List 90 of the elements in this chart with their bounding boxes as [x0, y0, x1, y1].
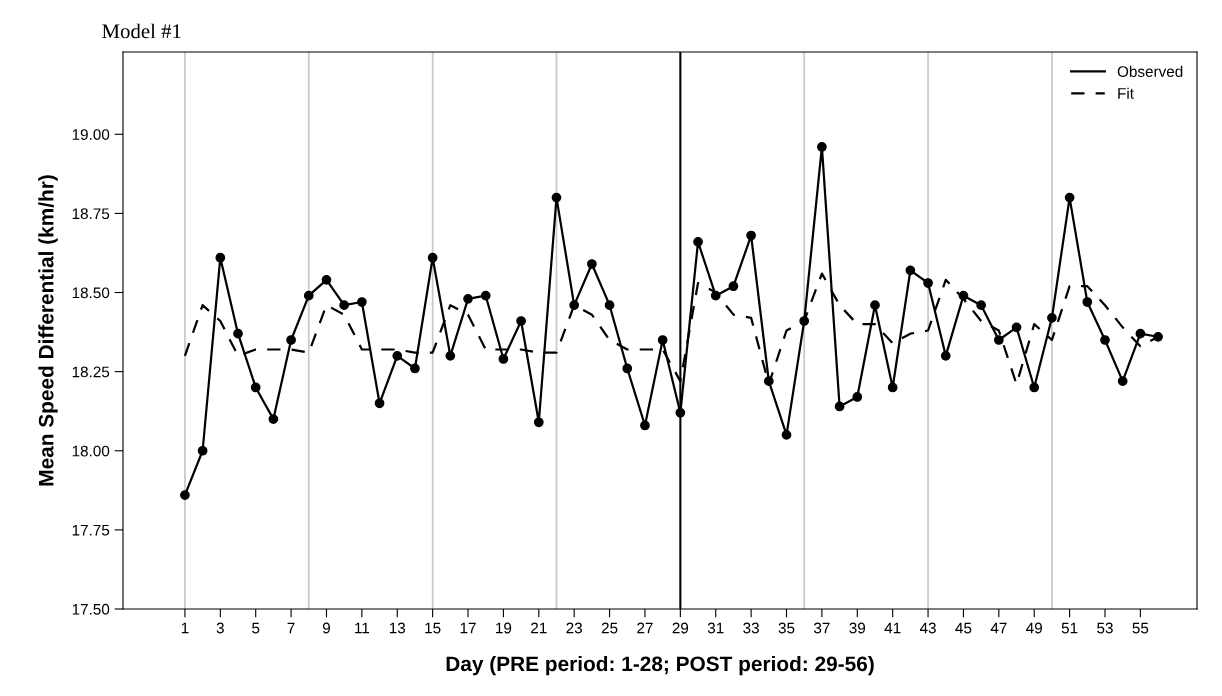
x-tick-label: 17: [460, 622, 476, 634]
x-tick-label: 9: [322, 622, 330, 634]
x-tick-label: 11: [355, 622, 370, 634]
point: [728, 281, 739, 292]
point: [233, 328, 243, 339]
point: [1011, 322, 1022, 333]
point: [604, 300, 615, 311]
legend-label: Fit: [1118, 87, 1134, 99]
y-tick-label: 19.00: [72, 129, 110, 140]
point: [551, 192, 562, 203]
point: [640, 420, 650, 431]
point: [286, 335, 296, 345]
point: [852, 392, 863, 402]
x-axis-title: Day (PRE period: 1-28; POST period: 29-56): [446, 655, 874, 676]
point: [303, 290, 314, 301]
point: [339, 300, 350, 311]
x-tick-label: 47: [990, 622, 1007, 634]
point: [976, 300, 987, 311]
x-tick-label: 25: [601, 622, 618, 634]
x-tick-label: 45: [955, 622, 972, 634]
point: [746, 230, 756, 241]
x-tick-label: 35: [778, 622, 795, 634]
x-tick-label: 33: [743, 622, 759, 634]
x-tick-label: 21: [531, 622, 547, 634]
point: [1064, 192, 1075, 203]
point: [1117, 376, 1128, 386]
point: [445, 350, 456, 361]
point: [940, 350, 951, 361]
point: [693, 237, 703, 247]
x-tick-label: 7: [287, 622, 295, 634]
point: [1100, 335, 1110, 345]
point: [480, 290, 491, 301]
point: [180, 490, 190, 500]
x-tick-label: 49: [1026, 622, 1042, 634]
legend-label: Observed: [1117, 65, 1183, 77]
point: [923, 278, 933, 288]
point: [516, 316, 526, 326]
y-tick-label: 18.50: [72, 287, 110, 299]
point: [498, 354, 509, 364]
point: [463, 293, 473, 304]
x-tick-label: 3: [216, 622, 224, 634]
x-tick-label: 39: [849, 622, 866, 634]
point: [1135, 328, 1146, 339]
point: [1082, 297, 1093, 307]
x-tick-label: 37: [813, 622, 830, 634]
y-tick-label: 18.75: [72, 208, 110, 220]
point: [533, 417, 544, 428]
y-tick-label: 17.75: [72, 524, 110, 536]
y-tick-label: 17.50: [72, 603, 110, 615]
point: [657, 335, 668, 345]
x-tick-label: 53: [1097, 622, 1113, 634]
y-tick-label: 18.25: [72, 366, 110, 378]
x-tick-label: 5: [252, 622, 260, 634]
point: [1029, 382, 1040, 393]
point: [392, 350, 403, 361]
point: [357, 297, 367, 307]
point: [587, 259, 597, 269]
point: [215, 252, 226, 263]
x-tick-label: 19: [496, 622, 512, 634]
chart-title: Model #1: [102, 23, 181, 39]
point: [675, 407, 686, 418]
point: [410, 363, 420, 374]
x-tick-label: 23: [566, 622, 583, 634]
x-tick-label: 31: [707, 622, 724, 634]
point: [870, 300, 880, 311]
point: [250, 382, 261, 393]
point: [781, 430, 792, 440]
point: [321, 275, 332, 285]
x-tick-label: 29: [672, 622, 689, 634]
x-tick-label: 51: [1061, 622, 1078, 634]
x-tick-label: 13: [389, 622, 406, 634]
point: [1047, 312, 1057, 323]
x-tick-label: 41: [884, 622, 901, 634]
point: [374, 398, 385, 409]
y-axis-title: Mean Speed Differential (km/hr): [38, 175, 58, 486]
point: [427, 252, 438, 263]
point: [817, 142, 827, 152]
x-tick-label: 55: [1132, 622, 1149, 634]
x-tick-label: 15: [425, 622, 441, 634]
point: [197, 445, 208, 456]
point: [268, 414, 279, 424]
x-tick-label: 1: [181, 622, 189, 634]
point: [905, 265, 916, 276]
x-tick-label: 27: [637, 622, 653, 634]
point: [887, 382, 898, 393]
point: [993, 335, 1004, 345]
y-tick-label: 18.00: [72, 445, 110, 457]
point: [622, 363, 633, 374]
x-tick-label: 43: [919, 622, 936, 634]
point: [834, 401, 845, 412]
